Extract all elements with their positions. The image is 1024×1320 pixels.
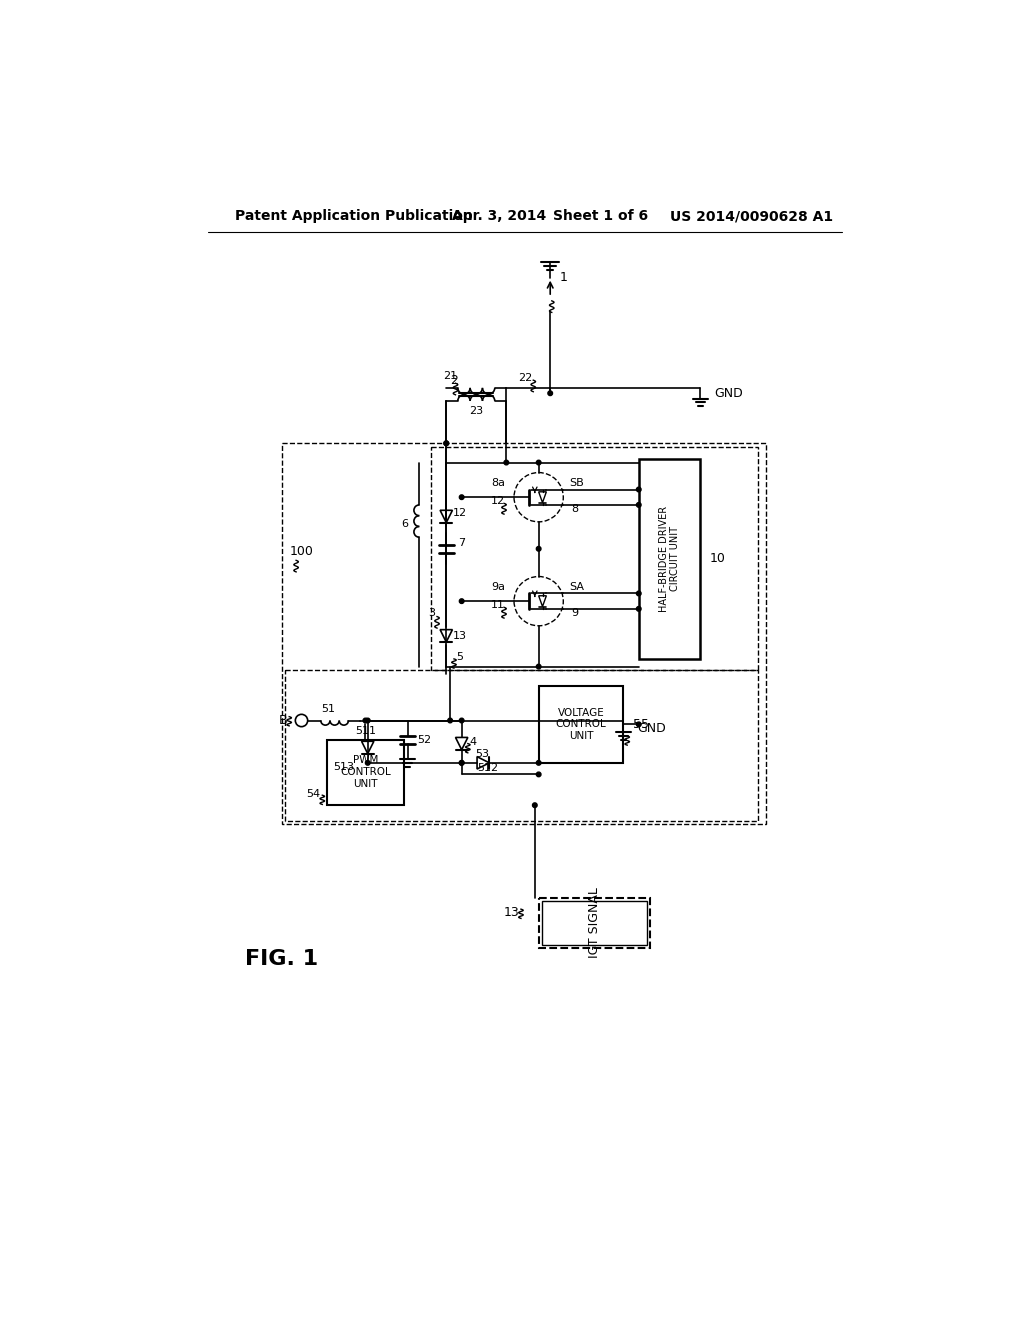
Circle shape [447,718,453,723]
Circle shape [504,461,509,465]
Circle shape [537,461,541,465]
Circle shape [460,760,464,766]
Circle shape [366,760,370,766]
Circle shape [460,599,464,603]
Text: 5: 5 [457,652,463,663]
Text: 12: 12 [490,496,505,506]
Circle shape [444,441,449,446]
Text: 2: 2 [451,374,458,387]
Bar [283,444,766,825]
Text: 54: 54 [306,788,321,799]
Text: FIG. 1: FIG. 1 [245,949,317,969]
Bar [639,459,700,659]
Bar [327,739,403,805]
Text: 52: 52 [417,735,431,744]
Text: GND: GND [714,387,743,400]
Text: 100: 100 [290,545,313,557]
Circle shape [548,391,553,396]
Circle shape [444,441,449,446]
Text: HALF-BRIDGE DRIVER
CIRCUIT UNIT: HALF-BRIDGE DRIVER CIRCUIT UNIT [658,506,680,612]
Text: 9a: 9a [490,582,505,593]
Circle shape [537,760,541,766]
Text: PWM
CONTROL
UNIT: PWM CONTROL UNIT [340,755,391,788]
Circle shape [366,718,370,723]
Text: 51: 51 [322,704,336,714]
Text: 8: 8 [571,504,579,513]
Circle shape [637,591,641,595]
Circle shape [537,664,541,669]
Text: 1: 1 [559,271,567,284]
Circle shape [460,718,464,723]
Text: B: B [279,714,288,727]
Text: SB: SB [569,478,585,488]
Text: 12: 12 [453,508,467,517]
Text: 7: 7 [458,537,465,548]
Text: US 2014/0090628 A1: US 2014/0090628 A1 [670,209,833,223]
Text: 13: 13 [504,907,519,920]
Text: 22: 22 [518,372,532,383]
Text: 6: 6 [400,519,408,529]
Circle shape [637,487,641,492]
Circle shape [460,760,464,766]
Text: 13: 13 [453,631,466,640]
Circle shape [532,803,538,808]
Circle shape [537,772,541,776]
Text: 511: 511 [355,726,376,735]
Text: 512: 512 [477,763,499,774]
Text: SA: SA [569,582,585,593]
Circle shape [637,503,641,507]
Text: GND: GND [637,722,666,735]
Circle shape [364,718,368,723]
Bar [539,686,624,763]
Text: Patent Application Publication: Patent Application Publication [234,209,472,223]
Bar [539,898,650,948]
Circle shape [460,495,464,499]
Text: VOLTAGE
CONTROL
UNIT: VOLTAGE CONTROL UNIT [556,708,606,741]
Text: 10: 10 [710,552,725,565]
Text: IGT SIGNAL: IGT SIGNAL [588,887,601,958]
Text: 53: 53 [475,748,489,759]
Text: 9: 9 [571,607,579,618]
Circle shape [537,546,541,552]
Text: 3: 3 [428,607,435,618]
Text: 21: 21 [443,371,457,380]
Text: 55: 55 [633,718,648,731]
Bar [431,447,758,671]
Text: Sheet 1 of 6: Sheet 1 of 6 [553,209,647,223]
Text: 4: 4 [469,737,476,747]
Text: Apr. 3, 2014: Apr. 3, 2014 [453,209,547,223]
Bar [285,671,758,821]
Circle shape [637,722,641,726]
Text: 11: 11 [490,601,505,610]
Text: 8a: 8a [490,478,505,488]
Text: 513: 513 [333,762,354,772]
Bar [542,900,647,945]
Text: 23: 23 [469,407,483,416]
Circle shape [637,607,641,611]
